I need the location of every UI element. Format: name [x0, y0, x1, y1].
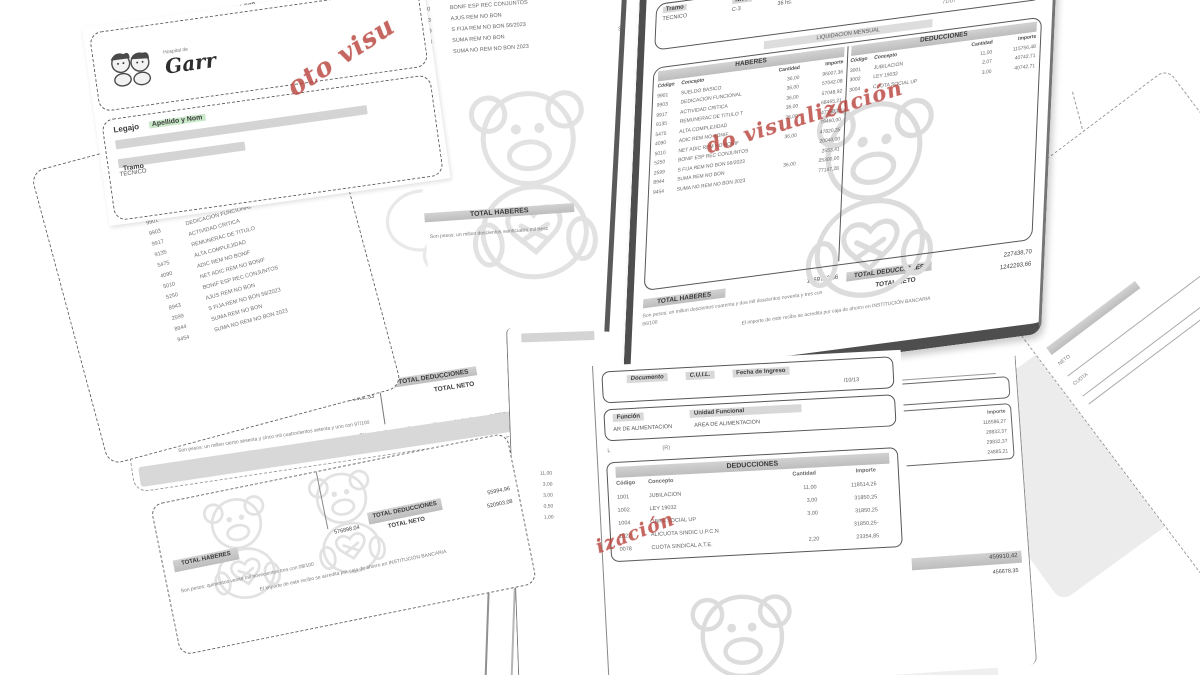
- importe-cell: 31850,25: [854, 507, 879, 515]
- son-pesos-label: Son pesos:: [429, 232, 456, 241]
- cantidad-cell: 2,20: [808, 536, 820, 543]
- funcion-value: AR DE ALIMENTACION: [613, 424, 673, 434]
- r-fragment: (R): [662, 444, 671, 452]
- code-cell: 1002: [617, 507, 630, 514]
- importe-cell: 23354,85: [856, 533, 880, 541]
- cantidad-cell: 3,00: [543, 492, 553, 499]
- logo-card: Hospital de Garr: [88, 0, 429, 113]
- tramo-label: Tramo: [662, 3, 687, 14]
- cuil-label: C.U.I.L.: [685, 370, 715, 381]
- funcion-value: ENFERMERA/O: [825, 0, 916, 1]
- code-cell: 1022: [618, 533, 632, 540]
- cantidad-cell: [760, 155, 796, 160]
- cantidad-cell: 11,00: [539, 470, 553, 477]
- header-fields: Tramo TECNICO Nivel C-3 R.H. 36 hs. Func…: [656, 0, 1044, 26]
- unidad-funcional-label: Unidad Funcional: [689, 404, 803, 419]
- hospital-script-name: Garr: [163, 48, 218, 79]
- deducciones-column: DEDUCCIONES Código Concepto Cantidad Imp…: [842, 21, 1037, 261]
- rh-value: 36 hs.: [777, 0, 793, 8]
- code-cell: 9454: [652, 188, 665, 196]
- garrahan-kids-logo-icon: [110, 52, 152, 87]
- l-fragment: L: [607, 447, 611, 454]
- cantidad-header: Cantidad: [792, 470, 817, 479]
- funcion-field: Función ENFERMERA/O: [825, 0, 917, 1]
- apellido-label: Apellido y Nom: [148, 113, 206, 129]
- haberes-rows: 9901 SUELDO BASICO 36,00 96007,36 9903 D…: [653, 67, 844, 197]
- cantidad-cell: 11,00: [803, 484, 817, 491]
- code-cell: 0078: [619, 546, 633, 553]
- deducciones-rows: 1001 JUBILACION 11,00 118514,26 1002 LEY…: [617, 478, 894, 557]
- band-value: 459910,42: [989, 553, 1018, 562]
- total-neto-value: 1242293,66: [999, 260, 1032, 272]
- deducciones-box: DEDUCCIONES Código Concepto Cantidad Imp…: [606, 447, 903, 563]
- bear-watermark-icon: [665, 583, 824, 675]
- payslip-bottom-center: Documento C.U.I.L. Fecha de Ingreso /10/…: [592, 349, 918, 675]
- fecha-ingreso-label: Fecha de Ingreso: [732, 366, 790, 378]
- nivel-value: C-3: [731, 5, 741, 14]
- cantidad-cell: [762, 126, 798, 131]
- codigo-header: Código: [616, 480, 636, 488]
- tables-box: HABERES Código Concepto Cantidad Importe…: [643, 16, 1043, 292]
- code-cell: 1001: [616, 494, 630, 501]
- tramo-field: Tramo TECNICO: [662, 0, 726, 22]
- code-cell: 1004: [618, 520, 631, 527]
- cantidad-cell: [773, 527, 819, 529]
- haberes-column: HABERES Código Concepto Cantidad Importe…: [649, 46, 845, 287]
- unidad-funcional-value: AREA DE ALIMENTACION: [694, 419, 761, 430]
- funcion-label: Función: [612, 412, 645, 423]
- son-pesos-label: Son pesos:: [180, 583, 207, 595]
- importe-cell: 31850,25-: [853, 520, 879, 528]
- legajo-label: Legajo: [112, 122, 140, 135]
- nivel-field: Nivel C-3: [732, 0, 772, 13]
- cantidad-cell: [761, 145, 797, 150]
- gray-band: [521, 330, 595, 343]
- total-neto-label: TOTAL NETO: [433, 380, 475, 394]
- importe-cell: 31850,25: [854, 494, 878, 502]
- cantidad-cell: 0,50: [543, 503, 554, 510]
- documento-label: Documento: [626, 373, 668, 384]
- logo-text: Hospital de Garr: [163, 42, 218, 79]
- son-pesos-label: Son pesos:: [642, 309, 668, 320]
- payslip-top-left: Hospital de Garr Legajo Apellido y Nom T…: [82, 0, 451, 227]
- nivel-label: Nivel: [732, 0, 753, 5]
- neto-value: 456678,35: [992, 567, 1019, 576]
- cantidad-cell: 3,00: [806, 497, 818, 504]
- importe-cell: 118514,26: [850, 481, 877, 489]
- cantidad-cell: 3,00: [542, 481, 553, 488]
- code-cell: 3004: [849, 85, 861, 94]
- neto-label: NETO: [1057, 353, 1072, 368]
- cantidad-cell: [760, 174, 796, 179]
- total-deducciones-value: 55994,96: [486, 486, 511, 497]
- rh-field: R.H. 36 hs.: [777, 0, 819, 7]
- importe-header: Importe: [855, 467, 877, 475]
- cantidad-cell: 3,00: [807, 510, 819, 517]
- payslip-main-right: 71/07 Tramo TECNICO Nivel C-3 R.H. 36 hs…: [622, 0, 1059, 389]
